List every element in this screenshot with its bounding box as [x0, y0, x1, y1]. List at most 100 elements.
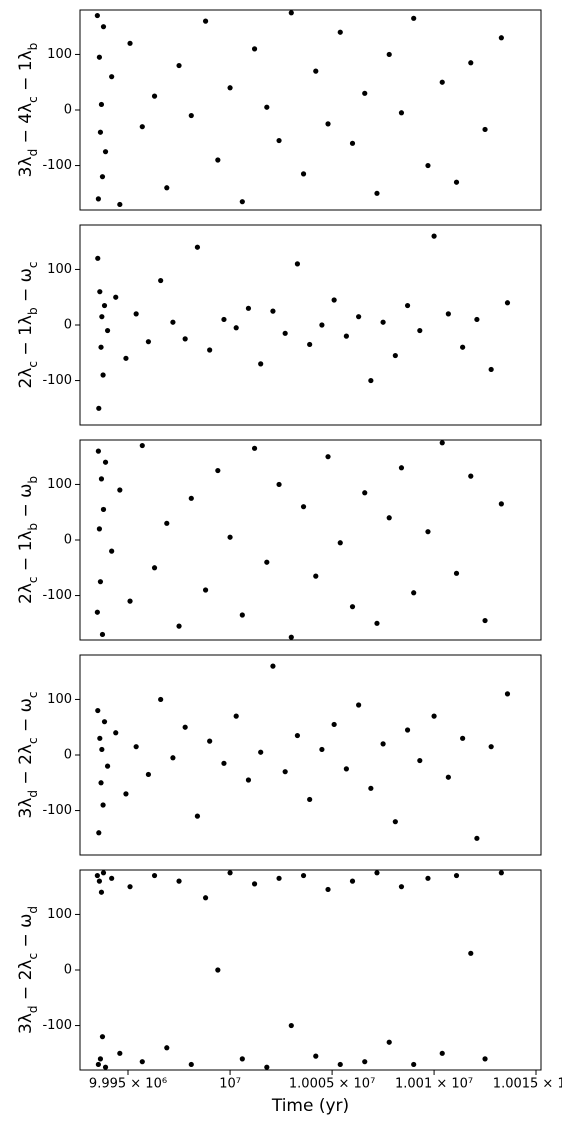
y-label-subscript: b — [26, 307, 40, 315]
point — [98, 344, 104, 350]
point — [164, 185, 170, 191]
point — [356, 314, 362, 320]
point — [117, 201, 123, 208]
point — [264, 1064, 270, 1070]
point — [251, 881, 258, 887]
point — [288, 1022, 294, 1029]
point — [102, 459, 109, 465]
x-axis-label: Time (yr) — [271, 1096, 349, 1116]
y-axis-label: 3λd − 4λc − 1λb — [16, 43, 40, 178]
y-label-subscript: c — [26, 576, 40, 583]
point — [404, 302, 411, 309]
point — [343, 766, 349, 772]
y-label-subscript: c — [26, 692, 40, 699]
point — [97, 129, 104, 135]
point — [215, 157, 221, 163]
point — [164, 520, 170, 526]
y-label-part: 2λ — [16, 583, 36, 604]
point — [300, 872, 307, 879]
point — [398, 465, 405, 471]
point — [453, 179, 460, 185]
point — [468, 473, 474, 479]
y-tick-label: -100 — [42, 803, 72, 818]
point — [325, 886, 331, 893]
point — [417, 327, 423, 334]
y-tick-label: -100 — [42, 158, 72, 173]
point — [282, 330, 288, 336]
point — [504, 691, 511, 697]
point — [380, 319, 386, 325]
y-label-subscript: d — [26, 906, 40, 914]
point — [194, 813, 201, 819]
point — [468, 60, 474, 66]
point — [343, 333, 349, 339]
point — [319, 322, 325, 328]
point — [95, 1061, 101, 1068]
point — [215, 967, 221, 973]
point — [439, 1050, 445, 1056]
point — [294, 732, 301, 739]
y-label-part: 3λ — [16, 798, 36, 819]
point — [109, 74, 115, 80]
point — [474, 316, 480, 323]
y-tick-label: 100 — [47, 262, 72, 277]
point — [133, 311, 139, 317]
point — [325, 121, 331, 127]
point — [386, 51, 392, 58]
x-tick-label: 1.001 × 10⁷ — [395, 1077, 473, 1092]
point — [194, 244, 201, 250]
point — [251, 445, 258, 451]
point — [97, 735, 103, 741]
y-tick-label: 0 — [64, 963, 72, 978]
y-label-subscript: c — [26, 96, 40, 103]
point — [182, 336, 188, 342]
y-label-part: − 1λ — [16, 531, 36, 577]
point — [98, 101, 105, 108]
point — [98, 889, 105, 895]
point — [101, 719, 108, 725]
point — [282, 769, 288, 775]
point — [151, 872, 158, 879]
point — [439, 440, 445, 446]
y-tick-label: 100 — [47, 692, 72, 707]
point — [102, 1064, 109, 1070]
point — [151, 93, 158, 99]
point — [100, 506, 107, 513]
point — [445, 311, 451, 317]
y-axis-label: 2λc − 1λb − ωb — [16, 476, 40, 604]
point — [251, 46, 258, 52]
point — [100, 24, 107, 30]
point — [102, 149, 109, 155]
point — [331, 721, 337, 728]
plot-area — [95, 233, 511, 411]
point — [349, 878, 356, 884]
y-label-subscript: d — [26, 1005, 40, 1013]
point — [425, 875, 431, 881]
point — [170, 755, 176, 761]
plot-area — [94, 440, 504, 640]
point — [98, 476, 105, 482]
y-label-part: − ω — [16, 914, 36, 953]
point — [417, 757, 423, 764]
point — [227, 534, 233, 540]
point — [411, 15, 417, 21]
point — [313, 573, 319, 579]
point — [117, 1050, 123, 1056]
point — [468, 950, 474, 956]
point — [264, 104, 270, 110]
point — [276, 481, 282, 488]
point — [100, 802, 106, 808]
point — [460, 735, 466, 741]
point — [221, 316, 227, 323]
point — [288, 10, 294, 16]
point — [113, 294, 119, 300]
point — [482, 1056, 488, 1062]
point — [288, 634, 294, 640]
point — [188, 112, 194, 119]
point — [202, 587, 209, 593]
x-tick-label: 9.995 × 10⁶ — [89, 1077, 167, 1092]
point — [386, 1039, 392, 1045]
point — [104, 327, 111, 334]
point — [123, 355, 129, 361]
